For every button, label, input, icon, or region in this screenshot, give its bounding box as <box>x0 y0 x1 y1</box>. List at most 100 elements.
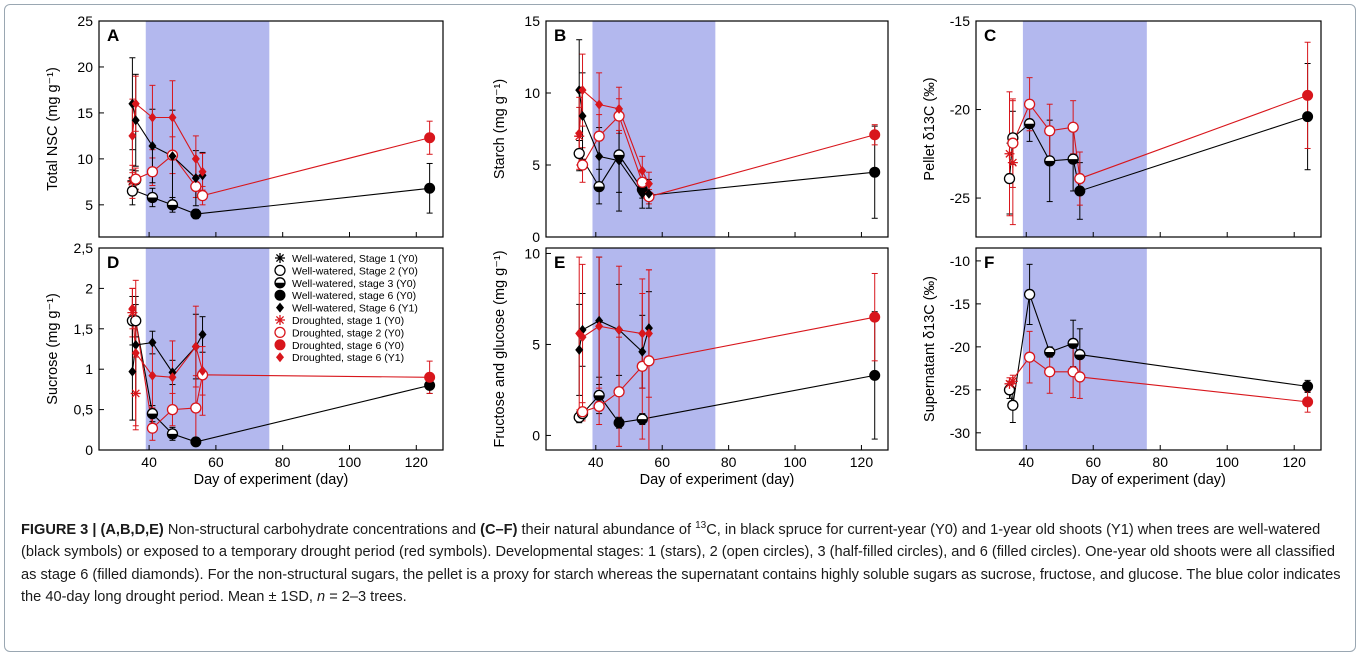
open-circle-marker <box>190 402 202 414</box>
filled-circle-marker <box>274 289 286 301</box>
open-circle-marker <box>1003 172 1016 185</box>
x-tick-label: 80 <box>721 454 737 470</box>
open-circle-marker <box>1023 288 1036 301</box>
panel-letter: B <box>554 26 566 45</box>
x-tick-label: 60 <box>654 454 670 470</box>
open-circle-marker <box>1067 121 1079 133</box>
diamond-marker <box>615 103 624 114</box>
diamond-marker <box>575 344 584 355</box>
legend-entry: Droughted, stage 6 (Y1) <box>276 352 404 364</box>
y-tick-label: 0,5 <box>74 402 94 418</box>
x-tick-label: 60 <box>208 454 224 470</box>
x-tick-label: 80 <box>275 454 291 470</box>
diamond-marker <box>148 370 157 381</box>
diamond-marker <box>638 328 647 339</box>
diamond-marker <box>276 352 284 363</box>
caption-segment: Non-structural carbohydrate concentratio… <box>163 522 481 538</box>
y-tick-label: 5 <box>532 157 540 173</box>
filled-circle-marker <box>869 311 881 323</box>
drought-period-band <box>592 248 716 450</box>
open-circle-marker <box>573 147 585 160</box>
open-circle-marker <box>274 264 286 277</box>
x-axis-label: Day of experiment (day) <box>640 472 795 488</box>
diamond-marker <box>191 341 200 352</box>
panel-data <box>573 39 881 219</box>
y-tick-label: 2,5 <box>74 240 94 256</box>
open-circle-marker <box>593 400 605 412</box>
open-circle-marker <box>146 422 159 434</box>
caption-segment: 13 <box>695 520 707 532</box>
drought-period-band <box>1022 21 1147 237</box>
x-tick-label: 40 <box>588 454 604 470</box>
diamond-marker <box>168 112 177 123</box>
half-circle-marker-fill <box>1044 352 1055 358</box>
star-marker <box>130 388 141 399</box>
series-line-droughted <box>1012 94 1308 180</box>
caption-segment: C, in black spruce for current-year (Y0)… <box>21 522 1341 606</box>
open-circle-marker <box>1044 125 1056 137</box>
diamond-marker <box>128 303 137 314</box>
panel-letter: A <box>107 26 119 45</box>
diamond-marker <box>638 165 647 176</box>
panel-data <box>126 57 436 220</box>
panel-e: E 0 5 10 40 60 80 100 120 Fructose and glucose (m… <box>492 245 889 488</box>
diamond-marker <box>595 321 604 332</box>
filled-circle-marker <box>869 166 881 178</box>
y-tick-label: -25 <box>950 382 970 398</box>
filled-circle-marker <box>1302 89 1314 101</box>
plot-frame <box>98 247 444 451</box>
y-tick-label: -20 <box>950 339 970 355</box>
diamond-marker <box>131 339 140 350</box>
filled-circle-marker <box>1302 380 1314 392</box>
diamond-marker <box>578 111 587 122</box>
y-tick-label: 2 <box>85 280 93 296</box>
y-tick-label: 1 <box>85 361 93 377</box>
diamond-marker <box>148 337 157 348</box>
diamond-marker <box>131 98 140 109</box>
filled-circle-marker <box>1302 396 1314 408</box>
y-tick-label: -30 <box>950 425 970 441</box>
x-tick-label: 40 <box>141 454 157 470</box>
open-circle-marker <box>1074 371 1086 383</box>
diamond-marker <box>638 346 647 357</box>
plot-frame <box>975 20 1322 238</box>
diamond-marker <box>638 188 647 199</box>
diamond-marker <box>198 166 207 177</box>
legend-label: Well-watered, Stage 6 (Y1) <box>292 303 418 315</box>
y-tick-label: -15 <box>950 13 970 29</box>
y-tick-label: -10 <box>950 253 970 269</box>
y-tick-label: 20 <box>77 59 93 75</box>
y-tick-label: 0 <box>85 442 93 458</box>
panel-c: C -25 -20 -15 Pellet δ13C (‰) <box>922 13 1322 238</box>
filled-circle-marker <box>1074 185 1086 197</box>
series-line-wellwatered <box>578 153 875 196</box>
plot-frame <box>975 247 1322 451</box>
y-tick-label: 10 <box>524 245 540 261</box>
filled-circle-marker <box>190 208 202 220</box>
open-circle-marker <box>126 185 139 197</box>
x-tick-label: 120 <box>405 454 429 470</box>
filled-circle-marker <box>424 132 436 144</box>
drought-period-band <box>592 21 716 237</box>
y-tick-label: 0 <box>532 229 540 245</box>
open-circle-marker <box>1074 172 1086 185</box>
diamond-marker <box>191 173 200 184</box>
x-tick-label: 100 <box>1216 454 1240 470</box>
diamond-marker <box>131 115 140 126</box>
legend-label: Well-watered, Stage 2 (Y0) <box>292 265 418 277</box>
open-circle-marker <box>1023 98 1036 110</box>
half-circle-marker-fill <box>1024 123 1035 129</box>
caption-body: (A,B,D,E) Non-structural carbohydrate co… <box>21 520 1341 606</box>
y-tick-label: 5 <box>85 197 93 213</box>
diamond-marker <box>595 151 604 162</box>
half-circle-marker-fill <box>1044 160 1055 166</box>
diamond-marker <box>595 99 604 110</box>
legend-entry: Well-watered, Stage 6 (Y1) <box>276 302 418 315</box>
x-tick-label: 40 <box>1018 454 1034 470</box>
half-circle-marker-fill <box>147 197 158 203</box>
diamond-marker <box>168 372 177 383</box>
panel-a: A 5 10 15 20 25 Total NSC (mg g⁻¹) <box>45 13 444 238</box>
legend-label: Droughted, stage 2 (Y0) <box>292 327 404 339</box>
diamond-marker <box>578 85 587 96</box>
legend-entry: Droughted, stage 6 (Y0) <box>274 339 404 352</box>
